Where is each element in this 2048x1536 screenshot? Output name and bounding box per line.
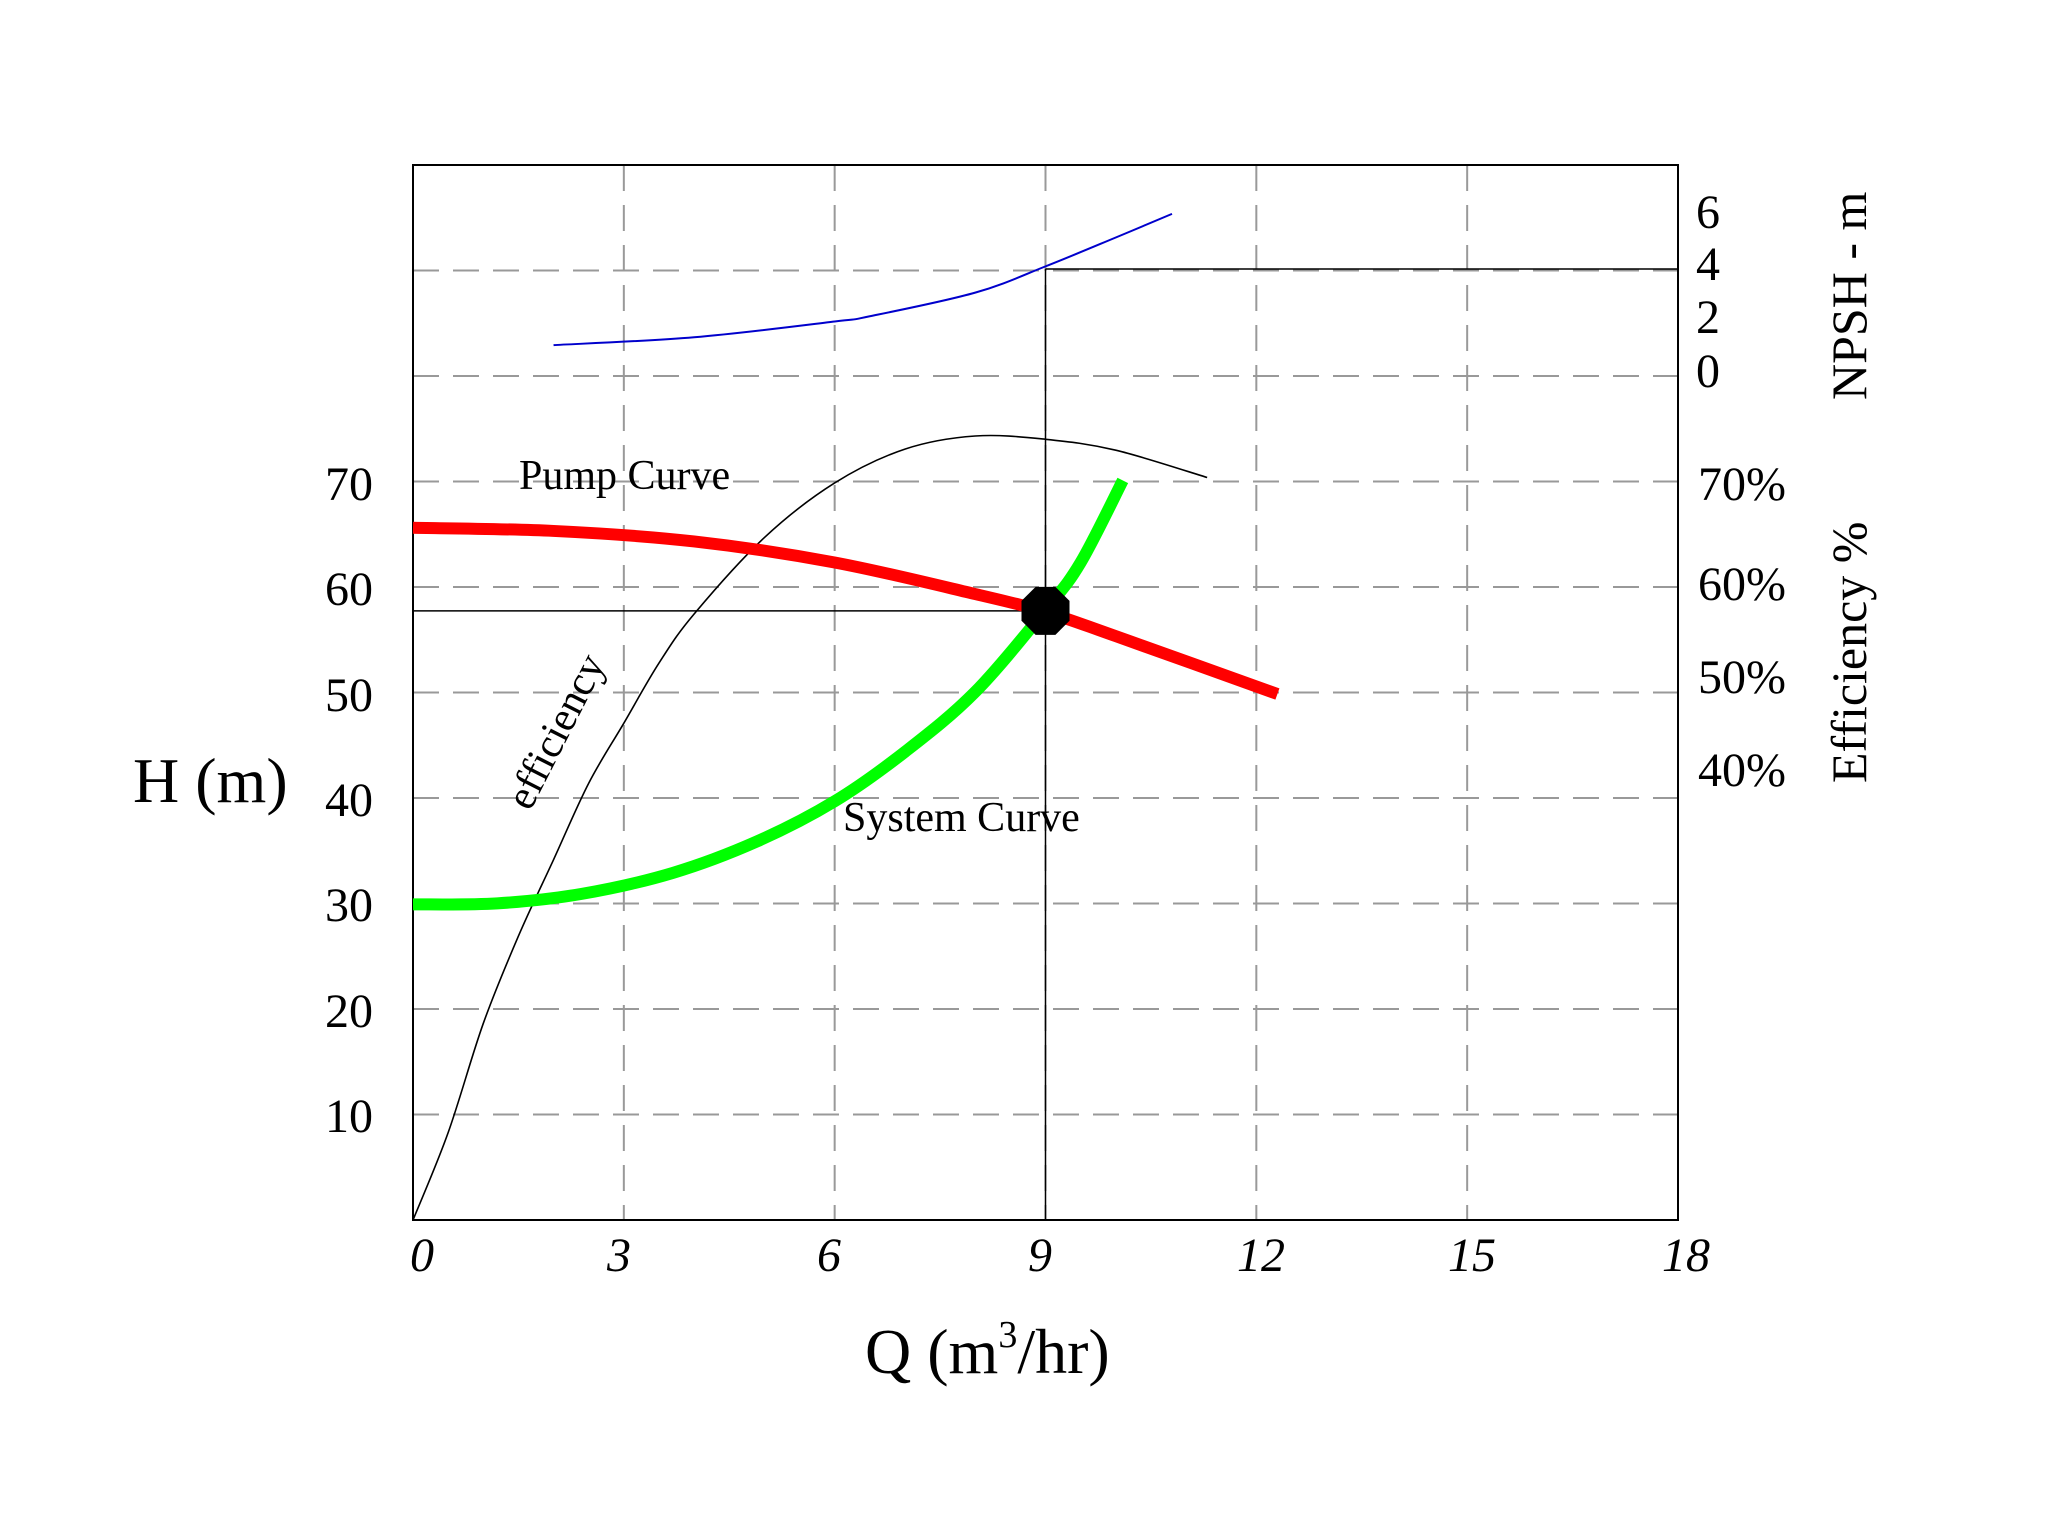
operating-point-marker	[1021, 586, 1070, 635]
operating-point-layer	[1021, 586, 1070, 635]
x-tick-9: 9	[1028, 1229, 1052, 1282]
x-tick-18: 18	[1662, 1229, 1710, 1282]
efficiency-line	[412, 434, 1208, 1221]
y-tick-30: 30	[325, 879, 373, 932]
pump-curve-line	[412, 521, 1280, 700]
x-tick-3: 3	[606, 1229, 631, 1282]
system-curve-annotation: System Curve	[843, 795, 1080, 841]
efficiency-tick-50: 50%	[1698, 651, 1786, 704]
pump-curve-annotation: Pump Curve	[519, 453, 730, 499]
npsh-line	[553, 212, 1173, 347]
efficiency-tick-60: 60%	[1698, 558, 1786, 611]
x-axis-label-main: Q (m	[865, 1316, 998, 1387]
npsh-tick-6: 6	[1696, 186, 1720, 239]
y-tick-20: 20	[325, 985, 373, 1038]
efficiency-annotation: efficiency	[498, 647, 615, 817]
efficiency-tick-40: 40%	[1698, 744, 1786, 797]
npsh-tick-4: 4	[1696, 238, 1720, 291]
efficiency-tick-70: 70%	[1698, 458, 1786, 511]
npsh-tick-2: 2	[1696, 291, 1720, 344]
x-tick-6: 6	[817, 1229, 841, 1282]
y-tick-10: 10	[325, 1090, 373, 1143]
x-tick-15: 15	[1448, 1229, 1496, 1282]
npsh-tick-0: 0	[1696, 345, 1720, 398]
x-axis-label-superscript: 3	[998, 1314, 1017, 1356]
y-tick-70: 70	[325, 458, 373, 511]
x-tick-12: 12	[1237, 1229, 1285, 1282]
y-tick-50: 50	[325, 669, 373, 722]
operating-point-guides	[413, 268, 1678, 1220]
npsh-axis-label: NPSH - m	[1821, 192, 1877, 400]
x-axis-label-tail: /hr)	[1017, 1316, 1109, 1387]
y-axis-label: H (m)	[133, 745, 288, 816]
x-axis-label: Q (m3/hr)	[865, 1314, 1110, 1387]
y-tick-60: 60	[325, 563, 373, 616]
y-tick-40: 40	[325, 774, 373, 827]
grid-lines	[413, 165, 1678, 1220]
efficiency-axis-label: Efficiency %	[1821, 522, 1877, 783]
x-tick-0: 0	[410, 1229, 434, 1282]
